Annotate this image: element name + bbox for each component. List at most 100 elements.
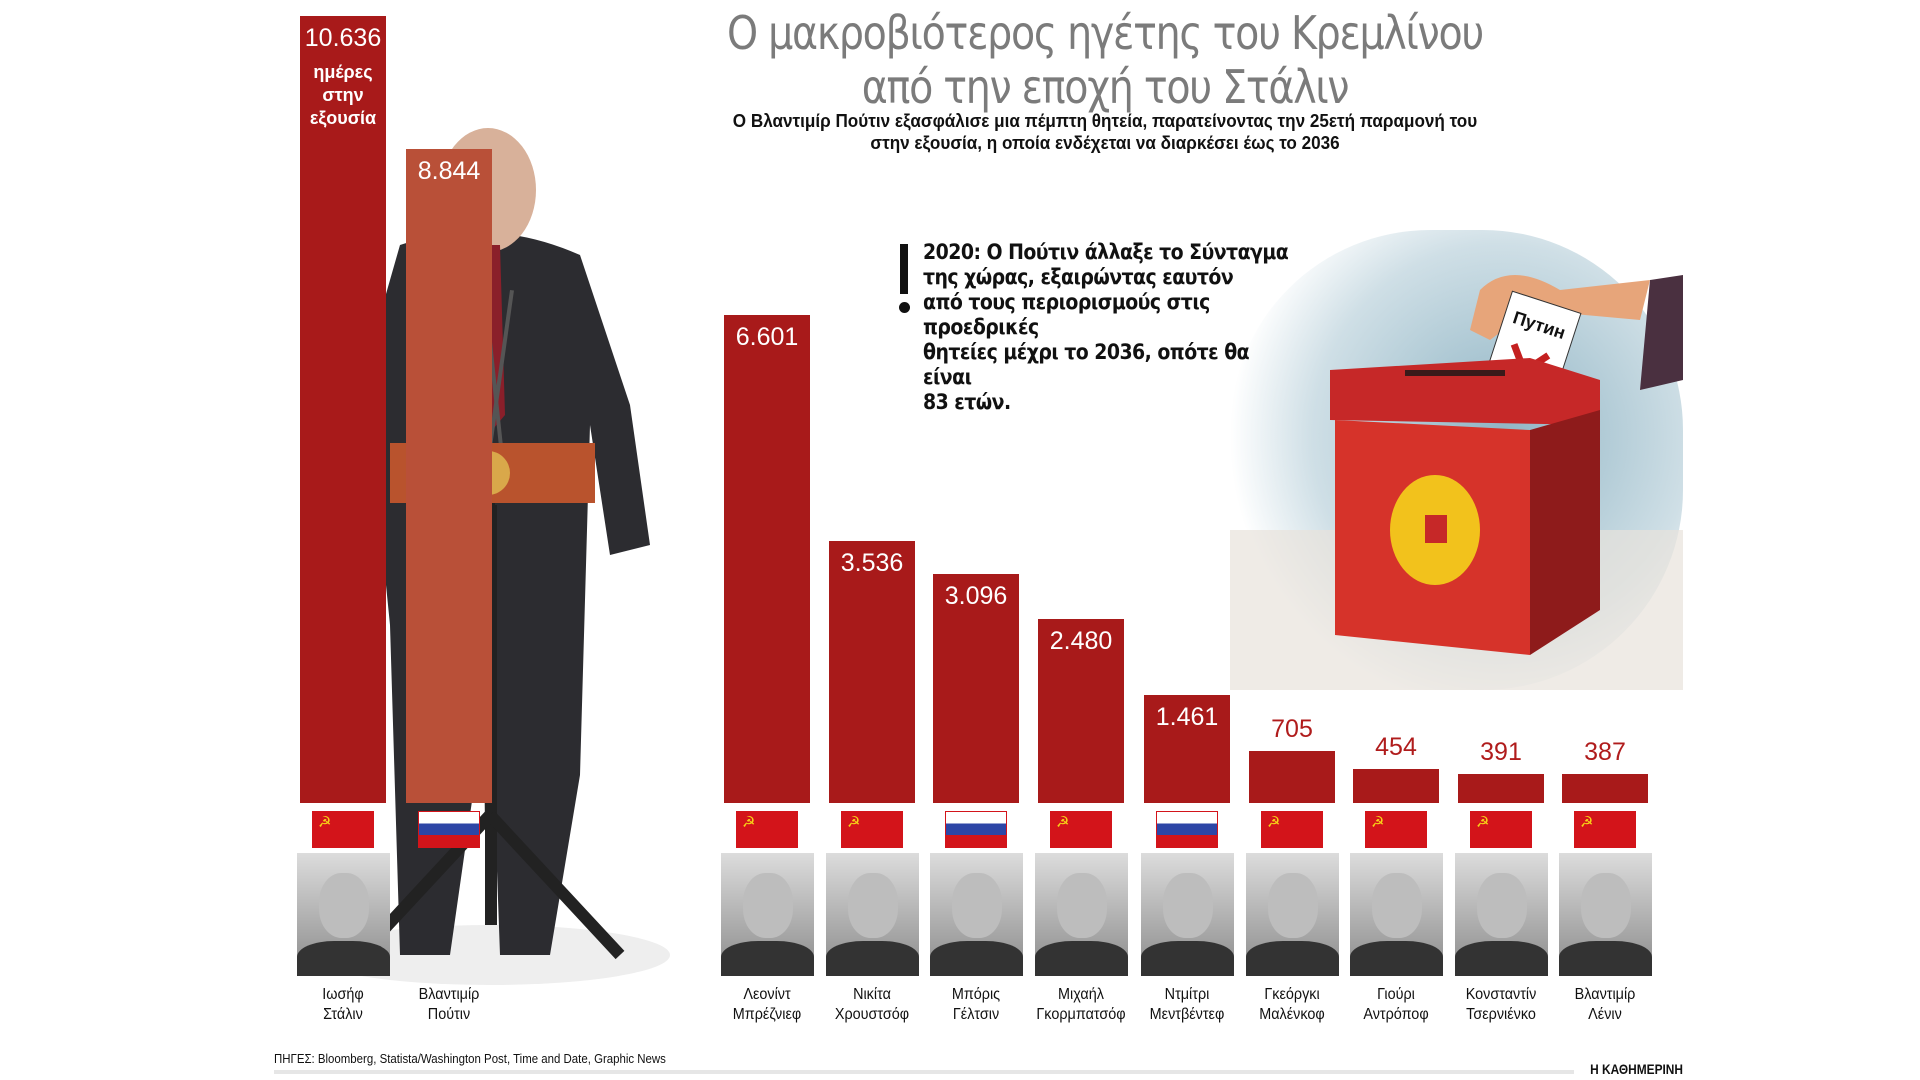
portrait-body xyxy=(296,941,390,976)
footer-divider xyxy=(274,1070,1574,1074)
chart-title: Ο μακροβιότερος ηγέτης του Κρεμλίνου από… xyxy=(705,6,1505,114)
bar xyxy=(1353,769,1439,803)
leader-name: Βλαντιμίρ Πούτιν xyxy=(395,985,503,1025)
portrait-body xyxy=(1558,941,1652,976)
bar xyxy=(1458,774,1544,803)
hammer-sickle-icon: ☭ xyxy=(1476,814,1490,831)
leader-name: Λεονίντ Μπρέζνιεφ xyxy=(713,985,821,1025)
leader-last-name: Στάλιν xyxy=(323,1006,363,1023)
hammer-sickle-icon: ☭ xyxy=(742,814,756,831)
bar-value-label: 391 xyxy=(1480,738,1522,767)
leader-last-name: Μαλένκοφ xyxy=(1259,1006,1325,1023)
bar xyxy=(1249,750,1335,803)
leader-first-name: Ντμίτρι xyxy=(1164,986,1210,1003)
leader-portrait xyxy=(1454,853,1548,976)
russia-flag-icon xyxy=(418,811,480,848)
leader-last-name: Χρουστσόφ xyxy=(834,1006,910,1023)
russia-flag-icon xyxy=(1156,811,1218,848)
bar-value-label: 8.844 xyxy=(417,156,481,185)
portrait-body xyxy=(1454,941,1548,976)
leader-last-name: Μπρέζνιεφ xyxy=(732,1006,802,1023)
publisher-logo: Η ΚΑΘΗΜΕΡΙΝΗ xyxy=(1590,1061,1683,1077)
leader-portrait xyxy=(296,853,390,976)
bar xyxy=(406,148,492,803)
hammer-sickle-icon: ☭ xyxy=(1371,814,1385,831)
note-line: από τους περιορισμούς στις προεδρικές xyxy=(923,290,1210,339)
ussr-flag-icon: ☭ xyxy=(1574,811,1636,848)
leader-portrait xyxy=(929,853,1023,976)
leader-portrait xyxy=(825,853,919,976)
hammer-sickle-icon: ☭ xyxy=(1056,814,1070,831)
portrait-body xyxy=(720,941,814,976)
leader-last-name: Γέλτσιν xyxy=(952,1006,1000,1023)
russian-eagle-emblem-icon xyxy=(1390,475,1480,585)
bar-value-label: 2.480 xyxy=(1049,627,1113,656)
leader-first-name: Γιούρι xyxy=(1377,986,1415,1003)
leader-portrait xyxy=(1034,853,1128,976)
bar xyxy=(1562,774,1648,803)
ballot-box-side xyxy=(1530,410,1600,655)
exclamation-dot xyxy=(899,302,910,313)
bar-value-label: 6.601 xyxy=(735,322,799,351)
exclamation-icon xyxy=(900,244,908,294)
bar xyxy=(829,541,915,803)
leader-name: Ιωσήφ Στάλιν xyxy=(289,985,397,1025)
ussr-flag-icon: ☭ xyxy=(312,811,374,848)
leader-name: Νικίτα Χρουστσόφ xyxy=(818,985,926,1025)
ussr-flag-icon: ☭ xyxy=(736,811,798,848)
russia-flag-icon xyxy=(945,811,1007,848)
ussr-flag-icon: ☭ xyxy=(841,811,903,848)
leader-last-name: Τσερνιένκο xyxy=(1466,1006,1536,1023)
leader-first-name: Γκεόργκι xyxy=(1264,986,1320,1003)
portrait-body xyxy=(1245,941,1339,976)
note-line: 83 ετών. xyxy=(923,390,1011,414)
sleeve xyxy=(1640,275,1683,390)
sources-text: ΠΗΓΕΣ: Bloomberg, Statista/Washington Po… xyxy=(274,1051,666,1066)
leader-first-name: Νικίτα xyxy=(853,986,891,1003)
portrait-body xyxy=(929,941,1023,976)
leader-last-name: Αντρόποφ xyxy=(1363,1006,1429,1023)
leader-name: Βλαντιμίρ Λένιν xyxy=(1551,985,1659,1025)
ballot-box-illustration: Путин xyxy=(1230,230,1683,690)
portrait-face xyxy=(951,873,1002,938)
portrait-face xyxy=(1162,873,1213,938)
portrait-body xyxy=(1140,941,1234,976)
leader-first-name: Κονσταντίν xyxy=(1465,986,1537,1003)
leader-first-name: Μπόρις xyxy=(951,986,1001,1003)
leader-first-name: Βλαντιμίρ xyxy=(418,986,480,1003)
portrait-body xyxy=(1034,941,1128,976)
portrait-face xyxy=(1056,873,1107,938)
ussr-flag-icon: ☭ xyxy=(1050,811,1112,848)
leader-last-name: Μεντβέντεφ xyxy=(1149,1006,1225,1023)
leader-last-name: Γκορμπατσόφ xyxy=(1036,1006,1126,1023)
title-line-2: από την εποχή του Στάλιν xyxy=(861,60,1350,114)
bar-value-label: 454 xyxy=(1375,733,1417,762)
portrait-face xyxy=(1476,873,1527,938)
portrait-face xyxy=(1580,873,1631,938)
subtitle-line-1: Ο Βλαντιμίρ Πούτιν εξασφάλισε μια πέμπτη… xyxy=(732,111,1478,131)
bar xyxy=(1144,694,1230,803)
leader-name: Γκεόργκι Μαλένκοφ xyxy=(1238,985,1346,1025)
leader-portrait xyxy=(720,853,814,976)
leader-name: Κονσταντίν Τσερνιένκο xyxy=(1447,985,1555,1025)
leader-first-name: Βλαντιμίρ xyxy=(1574,986,1636,1003)
leader-name: Μπόρις Γέλτσιν xyxy=(922,985,1030,1025)
ballot-box-lid xyxy=(1330,358,1600,425)
bar xyxy=(933,573,1019,803)
ballot-slot xyxy=(1405,370,1505,376)
leader-name: Ντμίτρι Μεντβέντεφ xyxy=(1133,985,1241,1025)
portrait-body xyxy=(825,941,919,976)
portrait-face xyxy=(318,873,369,938)
leader-portrait xyxy=(1245,853,1339,976)
portrait-face xyxy=(1371,873,1422,938)
unit-label: ημέρες στην εξουσία xyxy=(309,62,377,128)
leader-portrait xyxy=(1349,853,1443,976)
portrait-face xyxy=(1267,873,1318,938)
portrait-face xyxy=(742,873,793,938)
leader-last-name: Πούτιν xyxy=(427,1006,471,1023)
note-line: 2020: Ο Πούτιν άλλαξε το Σύνταγμα xyxy=(923,240,1289,264)
leader-portrait xyxy=(1558,853,1652,976)
title-line-1: Ο μακροβιότερος ηγέτης του Κρεμλίνου xyxy=(727,6,1484,60)
note-line: θητείες μέχρι το 2036, οπότε θα είναι xyxy=(923,340,1250,389)
